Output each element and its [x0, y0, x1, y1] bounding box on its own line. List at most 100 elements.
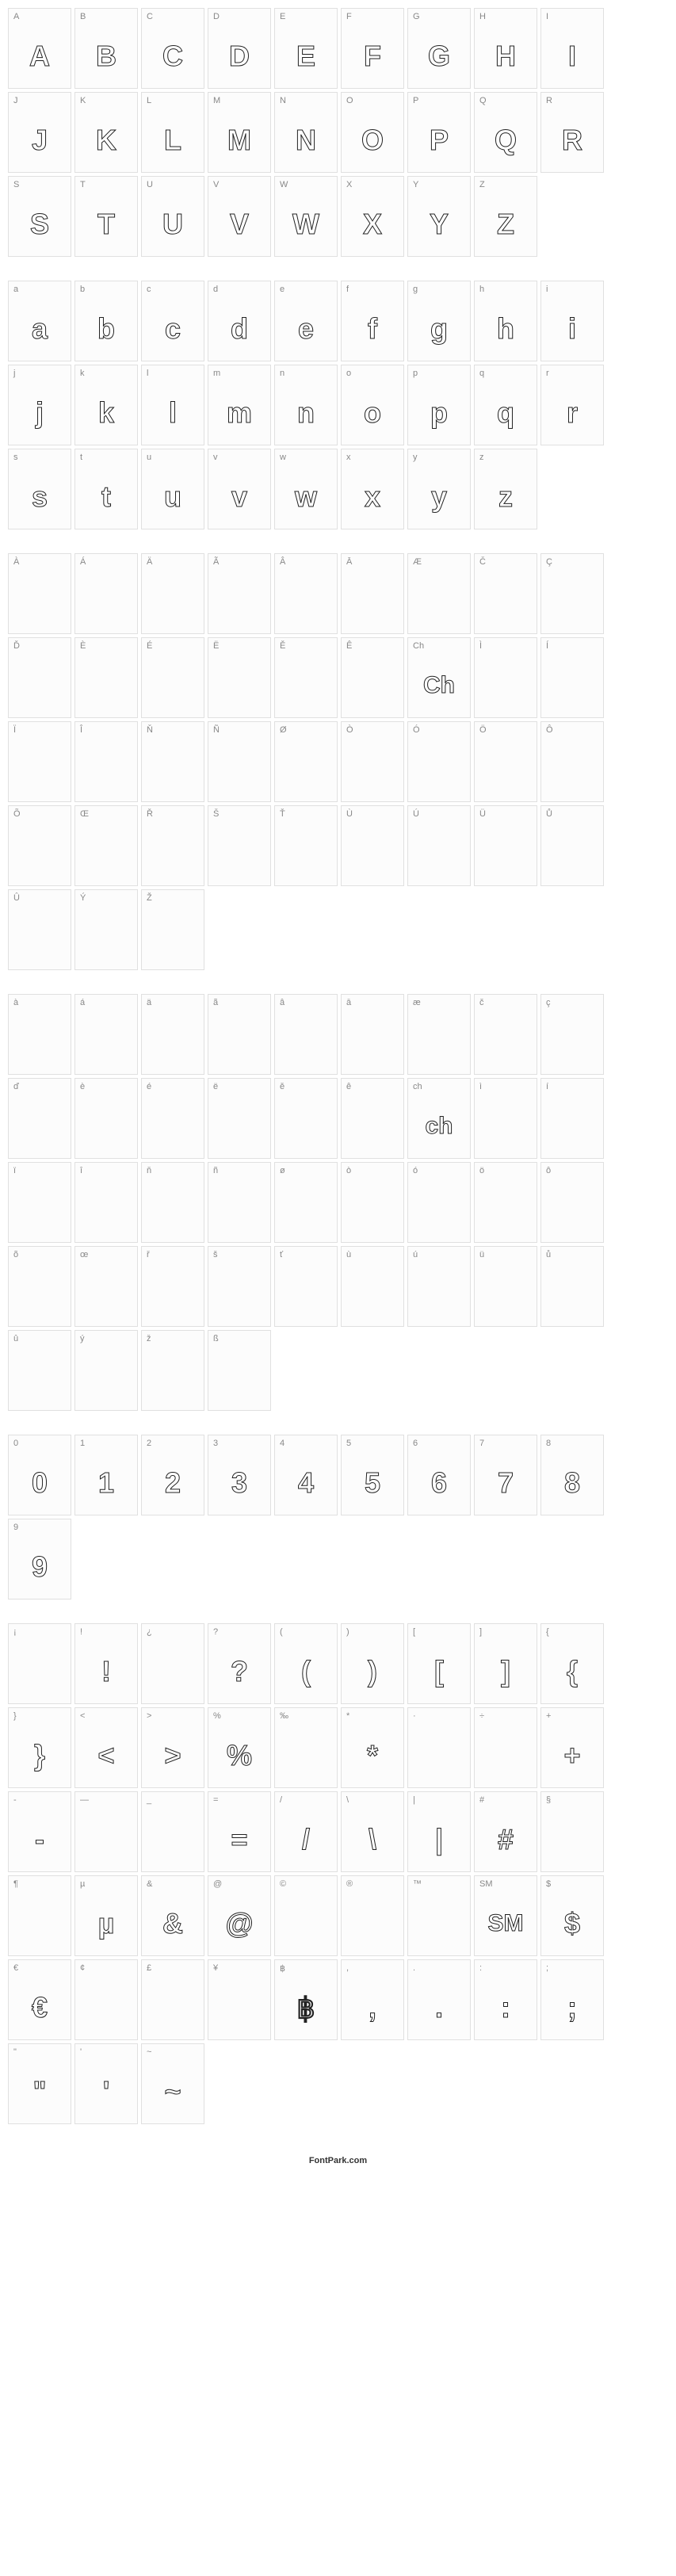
char-card[interactable]: Ù — [341, 805, 404, 886]
char-card[interactable]: Ç — [540, 553, 604, 634]
char-card[interactable]: :: — [474, 1959, 537, 2040]
char-card[interactable]: yy — [407, 449, 471, 529]
char-card[interactable]: ň — [141, 1162, 204, 1243]
char-card[interactable]: à — [8, 994, 71, 1075]
char-card[interactable]: zz — [474, 449, 537, 529]
char-card[interactable]: Ô — [540, 721, 604, 802]
char-card[interactable]: ?? — [208, 1623, 271, 1704]
char-card[interactable]: EE — [274, 8, 338, 89]
char-card[interactable]: // — [274, 1791, 338, 1872]
char-card[interactable]: ø — [274, 1162, 338, 1243]
char-card[interactable]: hh — [474, 281, 537, 361]
char-card[interactable]: — — [74, 1791, 138, 1872]
char-card[interactable]: OO — [341, 92, 404, 173]
char-card[interactable]: ,, — [341, 1959, 404, 2040]
char-card[interactable]: ## — [474, 1791, 537, 1872]
char-card[interactable]: ss — [8, 449, 71, 529]
char-card[interactable]: Á — [74, 553, 138, 634]
char-card[interactable]: ÷ — [474, 1707, 537, 1788]
char-card[interactable]: Ě — [274, 637, 338, 718]
char-card[interactable]: œ — [74, 1246, 138, 1327]
char-card[interactable]: § — [540, 1791, 604, 1872]
char-card[interactable]: Œ — [74, 805, 138, 886]
char-card[interactable]: Î — [74, 721, 138, 802]
char-card[interactable]: AA — [8, 8, 71, 89]
char-card[interactable]: È — [74, 637, 138, 718]
char-card[interactable]: ¥ — [208, 1959, 271, 2040]
char-card[interactable]: Ì — [474, 637, 537, 718]
char-card[interactable]: nn — [274, 365, 338, 445]
char-card[interactable]: LL — [141, 92, 204, 173]
char-card[interactable]: £ — [141, 1959, 204, 2040]
char-card[interactable]: oo — [341, 365, 404, 445]
char-card[interactable]: 44 — [274, 1435, 338, 1515]
char-card[interactable]: rr — [540, 365, 604, 445]
char-card[interactable]: UU — [141, 176, 204, 257]
char-card[interactable]: û — [8, 1330, 71, 1411]
char-card[interactable]: $$ — [540, 1875, 604, 1956]
char-card[interactable]: '' — [74, 2043, 138, 2124]
char-card[interactable]: _ — [141, 1791, 204, 1872]
char-card[interactable]: HH — [474, 8, 537, 89]
char-card[interactable]: ô — [540, 1162, 604, 1243]
char-card[interactable]: ò — [341, 1162, 404, 1243]
char-card[interactable]: "" — [8, 2043, 71, 2124]
char-card[interactable]: MM — [208, 92, 271, 173]
char-card[interactable]: ll — [141, 365, 204, 445]
char-card[interactable]: @@ — [208, 1875, 271, 1956]
char-card[interactable]: Ñ — [208, 721, 271, 802]
char-card[interactable]: \\ — [341, 1791, 404, 1872]
char-card[interactable]: tt — [74, 449, 138, 529]
char-card[interactable]: VV — [208, 176, 271, 257]
char-card[interactable]: á — [74, 994, 138, 1075]
char-card[interactable]: -- — [8, 1791, 71, 1872]
char-card[interactable]: %% — [208, 1707, 271, 1788]
char-card[interactable]: ů — [540, 1246, 604, 1327]
char-card[interactable]: Ò — [341, 721, 404, 802]
char-card[interactable]: Ê — [341, 637, 404, 718]
char-card[interactable]: KK — [74, 92, 138, 173]
char-card[interactable]: XX — [341, 176, 404, 257]
char-card[interactable]: && — [141, 1875, 204, 1956]
char-card[interactable]: õ — [8, 1246, 71, 1327]
char-card[interactable]: !! — [74, 1623, 138, 1704]
char-card[interactable]: aa — [8, 281, 71, 361]
char-card[interactable]: Ď — [8, 637, 71, 718]
char-card[interactable]: Š — [208, 805, 271, 886]
char-card[interactable]: ñ — [208, 1162, 271, 1243]
char-card[interactable]: 66 — [407, 1435, 471, 1515]
char-card[interactable]: © — [274, 1875, 338, 1956]
char-card[interactable]: >> — [141, 1707, 204, 1788]
char-card[interactable]: ** — [341, 1707, 404, 1788]
char-card[interactable]: pp — [407, 365, 471, 445]
char-card[interactable]: Ü — [474, 805, 537, 886]
char-card[interactable]: è — [74, 1078, 138, 1159]
char-card[interactable]: ff — [341, 281, 404, 361]
char-card[interactable]: · — [407, 1707, 471, 1788]
char-card[interactable]: Ň — [141, 721, 204, 802]
char-card[interactable]: ê — [341, 1078, 404, 1159]
char-card[interactable]: ú — [407, 1246, 471, 1327]
char-card[interactable]: }} — [8, 1707, 71, 1788]
char-card[interactable]: ¡ — [8, 1623, 71, 1704]
char-card[interactable]: vv — [208, 449, 271, 529]
char-card[interactable]: Č — [474, 553, 537, 634]
char-card[interactable]: š — [208, 1246, 271, 1327]
char-card[interactable]: BB — [74, 8, 138, 89]
char-card[interactable]: ß — [208, 1330, 271, 1411]
char-card[interactable]: ë — [208, 1078, 271, 1159]
char-card[interactable]: JJ — [8, 92, 71, 173]
char-card[interactable]: 77 — [474, 1435, 537, 1515]
char-card[interactable]: ù — [341, 1246, 404, 1327]
char-card[interactable]: Ž — [141, 889, 204, 970]
char-card[interactable]: (( — [274, 1623, 338, 1704]
char-card[interactable]: NN — [274, 92, 338, 173]
char-card[interactable]: Õ — [8, 805, 71, 886]
char-card[interactable]: Û — [8, 889, 71, 970]
char-card[interactable]: Æ — [407, 553, 471, 634]
char-card[interactable]: GG — [407, 8, 471, 89]
char-card[interactable]: xx — [341, 449, 404, 529]
char-card[interactable]: Ã — [208, 553, 271, 634]
char-card[interactable]: 99 — [8, 1519, 71, 1599]
char-card[interactable]: RR — [540, 92, 604, 173]
